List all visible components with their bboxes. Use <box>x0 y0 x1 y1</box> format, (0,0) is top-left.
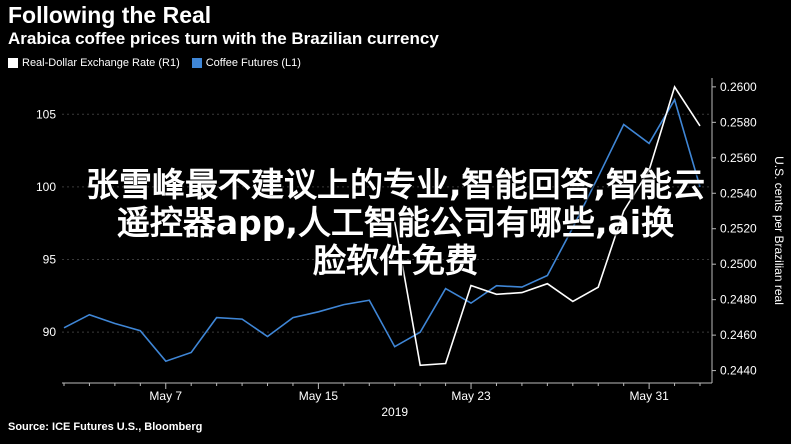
legend-swatch-real <box>8 58 18 68</box>
overlay-line-3: 脸软件免费 <box>313 241 478 280</box>
chart-legend: Real-Dollar Exchange Rate (R1) Coffee Fu… <box>8 57 313 69</box>
right-tick-label: 0.2600 <box>720 80 757 94</box>
source-footer: Source: ICE Futures U.S., Bloomberg <box>8 421 203 433</box>
chart-subtitle: Arabica coffee prices turn with the Braz… <box>8 29 439 48</box>
legend-label-real: Real-Dollar Exchange Rate (R1) <box>22 57 180 69</box>
x-year-label: 2019 <box>381 405 408 419</box>
right-tick-label: 0.2500 <box>720 257 757 271</box>
legend-item-coffee: Coffee Futures (L1) <box>191 57 301 69</box>
x-tick-label: May 31 <box>629 389 669 403</box>
left-tick-label: 90 <box>43 325 57 339</box>
right-tick-label: 0.2460 <box>720 328 757 342</box>
overlay-text: 张雪峰最不建议上的专业,智能回答,智能云 遥控器app,人工智能公司有哪些,ai… <box>0 166 791 280</box>
left-tick-label: 95 <box>43 253 57 267</box>
left-tick-label: 100 <box>36 180 56 194</box>
right-tick-label: 0.2440 <box>720 364 757 378</box>
legend-swatch-coffee <box>191 58 202 68</box>
right-tick-label: 0.2540 <box>720 186 757 200</box>
left-tick-label: 105 <box>36 107 56 121</box>
right-tick-label: 0.2580 <box>720 115 757 129</box>
x-tick-label: May 7 <box>149 389 182 403</box>
series-line-coffee <box>63 97 701 363</box>
legend-item-real: Real-Dollar Exchange Rate (R1) <box>8 57 180 69</box>
right-axis-title: U.S. cents per Brazilian real <box>772 156 786 305</box>
x-tick-label: May 23 <box>451 389 491 403</box>
right-tick-label: 0.2480 <box>720 293 757 307</box>
overlay-line-1: 张雪峰最不建议上的专业,智能回答,智能云 <box>85 165 706 204</box>
legend-label-coffee: Coffee Futures (L1) <box>205 57 301 69</box>
right-tick-label: 0.2560 <box>720 151 757 165</box>
right-tick-label: 0.2520 <box>720 222 757 236</box>
overlay-line-2: 遥控器app,人工智能公司有哪些,ai换 <box>116 203 675 242</box>
series-line-real <box>393 85 701 367</box>
x-tick-label: May 15 <box>299 389 339 403</box>
chart-title: Following the Real <box>8 2 212 28</box>
